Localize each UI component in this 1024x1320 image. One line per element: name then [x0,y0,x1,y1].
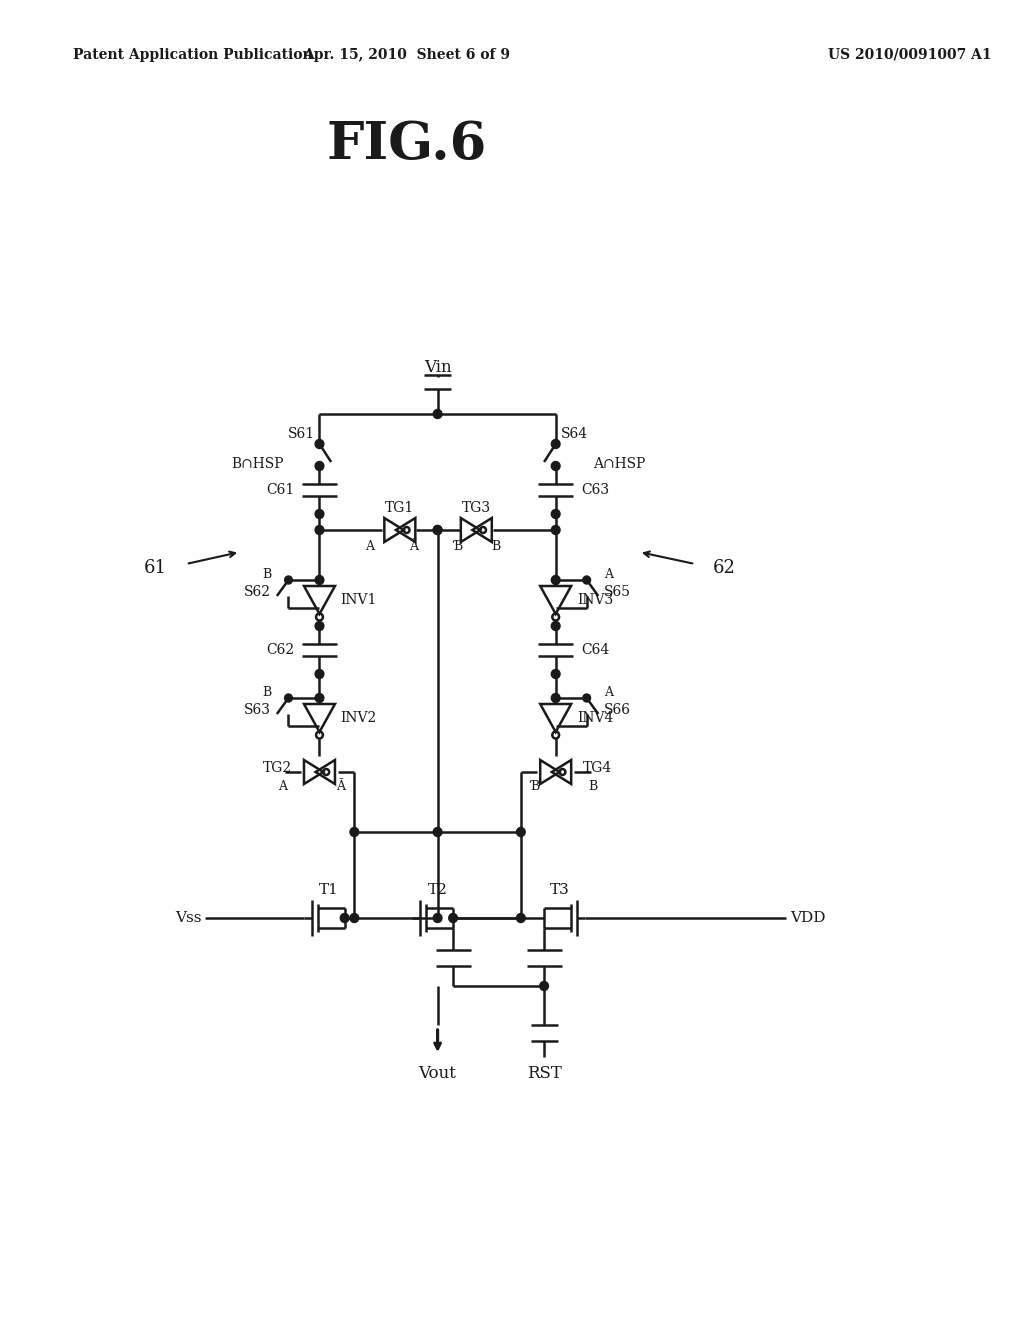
Circle shape [551,462,560,470]
Circle shape [433,913,442,923]
Text: INV1: INV1 [341,593,377,607]
Circle shape [315,510,324,519]
Circle shape [340,913,349,923]
Circle shape [350,913,358,923]
Text: Apr. 15, 2010  Sheet 6 of 9: Apr. 15, 2010 Sheet 6 of 9 [303,48,510,62]
Text: INV4: INV4 [577,711,613,725]
Text: TG3: TG3 [462,502,490,515]
Text: Ɓ: Ɓ [454,540,463,553]
Circle shape [516,913,525,923]
Text: B∩HSP: B∩HSP [231,457,284,471]
Text: Ɓ: Ɓ [529,780,539,792]
Circle shape [315,576,324,585]
Text: 62: 62 [713,558,735,577]
Text: C64: C64 [581,643,609,657]
Text: S63: S63 [244,704,271,717]
Text: C61: C61 [266,483,294,498]
Circle shape [516,828,525,837]
Text: Vout: Vout [419,1064,457,1081]
Text: Patent Application Publication: Patent Application Publication [73,48,312,62]
Circle shape [315,622,324,631]
Circle shape [433,525,442,535]
Circle shape [315,669,324,678]
Text: B: B [492,540,501,553]
Circle shape [285,694,293,702]
Text: TG2: TG2 [263,762,293,775]
Text: INV2: INV2 [341,711,377,725]
Text: US 2010/0091007 A1: US 2010/0091007 A1 [827,48,991,62]
Text: A: A [279,780,287,792]
Circle shape [551,622,560,631]
Text: Ā: Ā [409,540,418,553]
Text: FIG.6: FIG.6 [327,120,486,170]
Circle shape [350,828,358,837]
Circle shape [315,693,324,702]
Text: C63: C63 [581,483,609,498]
Circle shape [433,828,442,837]
Text: S65: S65 [604,585,631,599]
Text: S66: S66 [604,704,631,717]
Text: B: B [262,685,271,698]
Circle shape [285,576,293,583]
Text: S64: S64 [560,426,588,441]
Circle shape [433,409,442,418]
Text: Vin: Vin [424,359,452,376]
Text: B: B [588,780,597,792]
Text: T2: T2 [428,883,447,898]
Circle shape [315,440,324,449]
Circle shape [433,525,442,535]
Circle shape [540,982,549,990]
Text: T1: T1 [319,883,339,898]
Text: INV3: INV3 [577,593,613,607]
Text: RST: RST [526,1064,561,1081]
Text: T3: T3 [550,883,569,898]
Text: Ā: Ā [336,780,345,792]
Circle shape [315,462,324,470]
Circle shape [449,913,458,923]
Circle shape [315,525,324,535]
Circle shape [551,525,560,535]
Text: 61: 61 [143,558,166,577]
Text: A: A [604,568,613,581]
Circle shape [551,440,560,449]
Circle shape [583,576,591,583]
Text: A: A [366,540,375,553]
Text: TG1: TG1 [385,502,415,515]
Text: VDD: VDD [790,911,825,925]
Circle shape [551,510,560,519]
Circle shape [551,576,560,585]
Text: S61: S61 [288,426,314,441]
Circle shape [583,694,591,702]
Text: TG4: TG4 [583,762,612,775]
Text: B: B [262,568,271,581]
Text: C62: C62 [266,643,294,657]
Text: A∩HSP: A∩HSP [593,457,646,471]
Text: Vss: Vss [175,911,202,925]
Text: A: A [604,685,613,698]
Circle shape [551,669,560,678]
Circle shape [551,693,560,702]
Text: S62: S62 [244,585,271,599]
